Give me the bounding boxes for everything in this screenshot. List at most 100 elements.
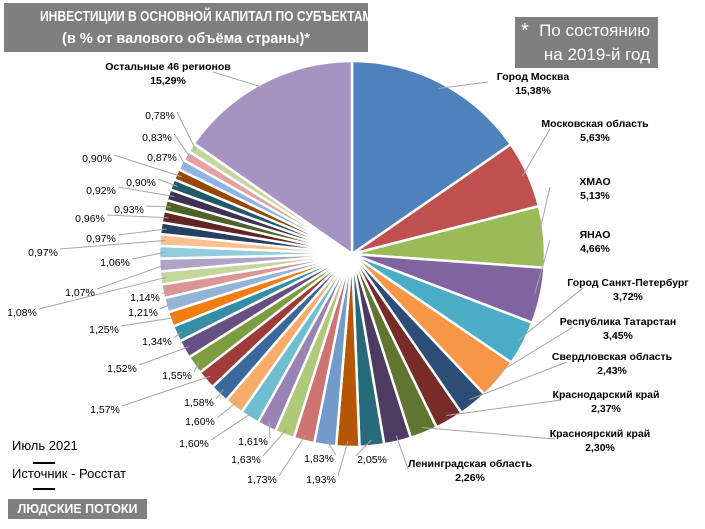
leader-line	[159, 303, 172, 310]
leader-line	[325, 438, 337, 456]
slice-name-label: Остальные 46 регионов	[105, 61, 231, 73]
leader-line	[438, 81, 489, 89]
slice-value-label: 1,58%	[184, 397, 214, 409]
leader-line	[278, 434, 306, 477]
leader-line	[268, 421, 271, 439]
note-line-1: По состоянию	[539, 21, 650, 40]
leader-line	[537, 186, 551, 238]
leader-line	[215, 389, 224, 400]
slice-value-label: 1,60%	[179, 438, 209, 450]
slice-name-label: Город Санкт-Петербург	[567, 277, 689, 289]
leader-line	[193, 361, 200, 373]
footer-source: Источник - Росстат	[12, 466, 127, 481]
leader-line	[117, 186, 175, 198]
slice-value-label: 1,61%	[238, 436, 268, 448]
leader-line	[121, 375, 211, 407]
divider	[33, 462, 55, 464]
leader-line	[262, 428, 287, 457]
slice-value-label: 1,14%	[130, 292, 160, 304]
slice-value-label: 15,29%	[150, 75, 186, 87]
leader-line	[337, 440, 349, 477]
leader-line	[395, 435, 409, 470]
leader-line	[421, 427, 556, 440]
slice-value-label: 5,63%	[580, 132, 610, 144]
slice-value-label: 3,72%	[613, 291, 643, 303]
slice-value-label: 1,21%	[128, 307, 158, 319]
slice-value-label: 1,93%	[306, 474, 336, 486]
leader-line	[38, 276, 167, 310]
slice-value-label: 2,26%	[455, 472, 485, 484]
leader-line	[145, 205, 172, 208]
slice-value-label: 1,34%	[142, 336, 172, 348]
slice-value-label: 0,93%	[114, 204, 144, 216]
slice-value-label: 0,90%	[82, 153, 112, 165]
slice-name-label: Ленинградская область	[408, 458, 533, 470]
note-asterisk: *	[521, 20, 529, 42]
brand-logo: ЛЮДСКИЕ ПОТОКИ	[8, 499, 147, 519]
leader-line	[113, 154, 182, 178]
slice-value-label: 4,66%	[580, 243, 610, 255]
leader-line	[446, 399, 562, 416]
slice-name-label: Красноярский край	[550, 428, 651, 440]
slice-value-label: 0,87%	[147, 152, 177, 164]
leader-line	[106, 214, 169, 219]
chart-title: ИНВЕСТИЦИИ В ОСНОВНОЙ КАПИТАЛ ПО СУБЪЕКТ…	[4, 3, 368, 52]
leader-line	[521, 128, 551, 177]
slice-value-label: 0,90%	[126, 177, 156, 189]
slice-value-label: 2,05%	[357, 454, 387, 466]
leader-line	[120, 316, 177, 327]
slice-value-label: 2,37%	[591, 403, 621, 415]
slice-value-label: 15,38%	[515, 85, 551, 97]
slice-value-label: 0,97%	[86, 233, 116, 245]
slice-value-label: 1,07%	[65, 287, 95, 299]
slice-value-label: 1,55%	[162, 370, 192, 382]
footer-date: Июль 2021	[12, 438, 78, 453]
slice-value-label: 2,43%	[597, 365, 627, 377]
leader-line	[216, 401, 238, 419]
leader-line	[59, 239, 166, 250]
slice-value-label: 0,92%	[86, 185, 116, 197]
slice-value-label: 1,25%	[89, 324, 119, 336]
slice-name-label: Московская область	[541, 118, 649, 130]
leader-line	[157, 178, 178, 187]
slice-name-label: Краснодарский край	[553, 389, 660, 401]
slice-value-label: 1,52%	[107, 363, 137, 375]
slice-value-label: 0,78%	[145, 110, 175, 122]
leader-line	[173, 133, 192, 159]
slice-value-label: 1,57%	[90, 404, 120, 416]
slice-name-label: Свердловская область	[552, 351, 673, 363]
leader-line	[178, 153, 187, 168]
slice-value-label: 1,60%	[185, 416, 215, 428]
leader-line	[131, 251, 166, 260]
divider	[33, 488, 55, 490]
slice-value-label: 0,97%	[28, 247, 58, 259]
leader-line	[469, 361, 568, 400]
pie-slice	[350, 59, 513, 257]
slice-value-label: 0,83%	[142, 132, 172, 144]
note-line-2: на 2019-й год	[543, 45, 650, 64]
slice-value-label: 1,73%	[247, 474, 277, 486]
slice-name-label: Республика Татарстан	[560, 316, 676, 328]
leader-line	[355, 439, 372, 457]
note-box: * По состоянию на 2019-й год	[515, 17, 658, 68]
slice-value-label: 3,45%	[603, 330, 633, 342]
slice-value-label: 1,83%	[304, 453, 334, 465]
leader-line	[534, 239, 551, 295]
pie-slice	[192, 59, 354, 257]
leader-line	[210, 412, 253, 441]
leader-line	[138, 345, 190, 366]
title-line-1: ИНВЕСТИЦИИ В ОСНОВНОЙ КАПИТАЛ ПО СУБЪЕКТ…	[40, 9, 368, 25]
leader-line	[212, 71, 266, 89]
slice-value-label: 2,30%	[585, 442, 615, 454]
leader-line	[161, 289, 169, 295]
leader-line	[173, 331, 183, 339]
slice-value-label: 1,63%	[231, 454, 261, 466]
slice-value-label: 5,13%	[580, 190, 610, 202]
slice-name-label: Город Москва	[497, 71, 570, 83]
leader-line	[517, 287, 584, 341]
slice-name-label: ХМАО	[579, 176, 610, 188]
leader-line	[117, 228, 167, 236]
slice-value-label: 1,06%	[100, 257, 130, 269]
title-line-2: (в % от валового объёма страны)*	[62, 31, 310, 47]
